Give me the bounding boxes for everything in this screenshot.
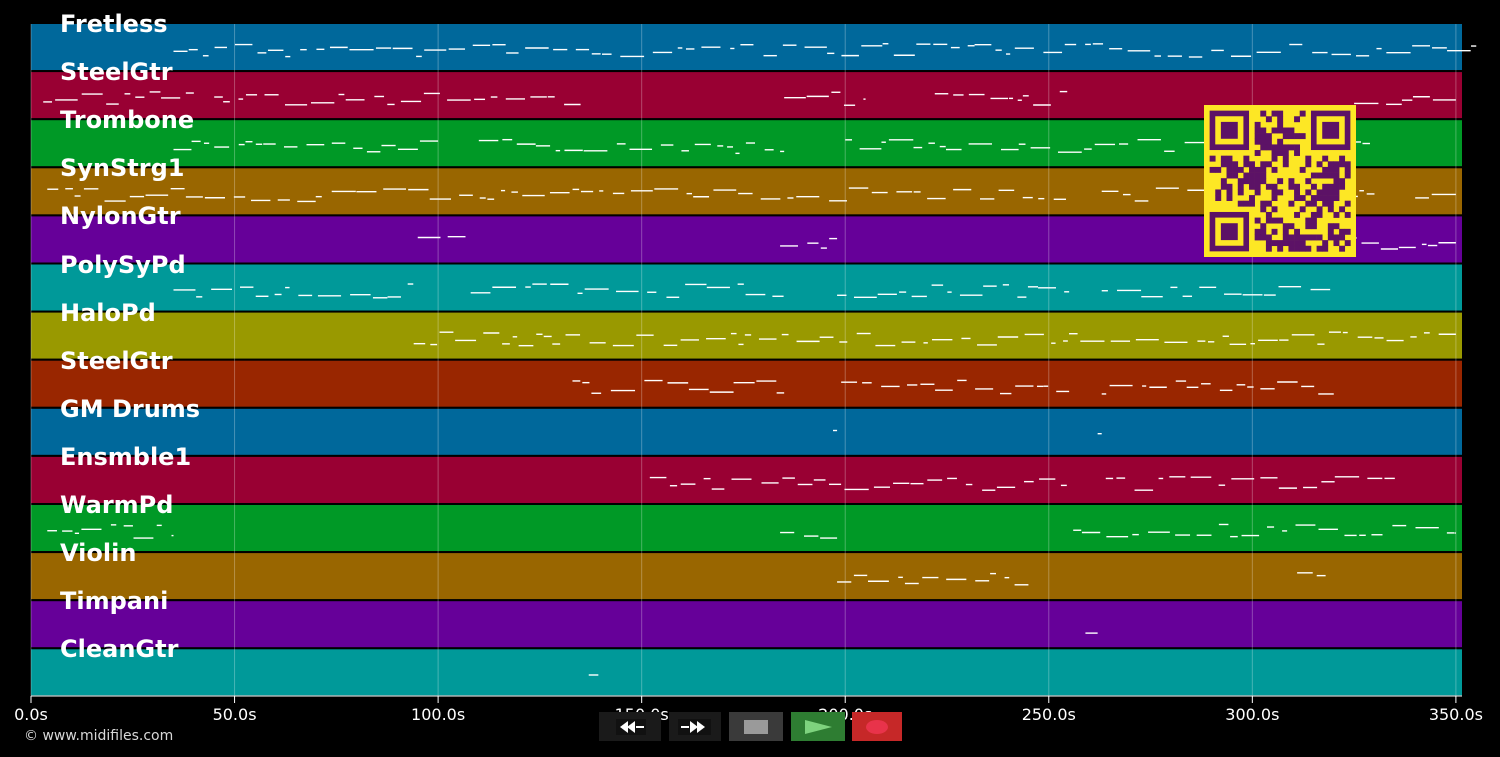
tick-label: 300.0s [1225, 705, 1280, 724]
copyright-text: © www.midifiles.com [24, 728, 174, 744]
track-lane [31, 360, 1462, 407]
track-label: NylonGtr [60, 202, 181, 231]
tick-label: 100.0s [411, 705, 466, 724]
fast-forward-icon [675, 717, 715, 737]
lane-separator [31, 214, 1462, 217]
track-label: GM Drums [60, 394, 201, 423]
track-lane [31, 649, 1462, 696]
track-label: CleanGtr [60, 635, 179, 664]
lane-separator [31, 406, 1462, 409]
track-lane [31, 408, 1462, 455]
track-lane [31, 456, 1462, 503]
stop-button[interactable] [729, 712, 783, 741]
track-label: SteelGtr [60, 346, 173, 375]
track-lane [31, 312, 1462, 359]
lane-separator [31, 358, 1462, 361]
track-label: SteelGtr [60, 58, 173, 87]
track-label: Ensmble1 [60, 442, 192, 471]
tick-label: 50.0s [212, 705, 257, 724]
track-lane [31, 553, 1462, 600]
track-label: SynStrg1 [60, 154, 185, 183]
rewind-button[interactable] [599, 712, 661, 741]
track-lane [31, 601, 1462, 648]
track-label: Fretless [60, 10, 168, 38]
note-events [43, 43, 1477, 676]
lane-separator [31, 503, 1462, 505]
track-label: HaloPd [60, 298, 156, 327]
rewind-icon [610, 717, 650, 737]
lane-separator [31, 118, 1462, 121]
play-icon [801, 717, 835, 737]
fast-forward-button[interactable] [669, 712, 721, 741]
lane-separator [31, 310, 1462, 313]
lane-separator [31, 70, 1462, 73]
track-lane [31, 24, 1462, 71]
qr-code-graphic [1204, 105, 1356, 257]
lane-separator [31, 262, 1462, 265]
stop-icon [743, 719, 769, 735]
track-label: Violin [60, 539, 137, 568]
track-label: Timpani [60, 587, 169, 616]
track-label: Trombone [60, 106, 195, 135]
record-icon [863, 717, 891, 737]
lane-separator [31, 454, 1462, 457]
lane-separator [31, 166, 1462, 169]
tick-label: 350.0s [1428, 705, 1483, 724]
play-button[interactable] [791, 712, 845, 741]
track-lane [31, 505, 1462, 552]
track-label: WarmPd [60, 491, 174, 519]
lane-separator [31, 551, 1462, 554]
lane-separator [31, 647, 1462, 650]
tick-label: 0.0s [14, 705, 48, 724]
qr-code[interactable] [1204, 105, 1356, 257]
tick-label: 250.0s [1021, 705, 1076, 724]
transport-controls [599, 712, 902, 741]
lane-separator [31, 599, 1462, 602]
track-label: PolySyPd [60, 250, 186, 279]
track-lane [31, 264, 1462, 311]
record-button[interactable] [852, 712, 902, 741]
